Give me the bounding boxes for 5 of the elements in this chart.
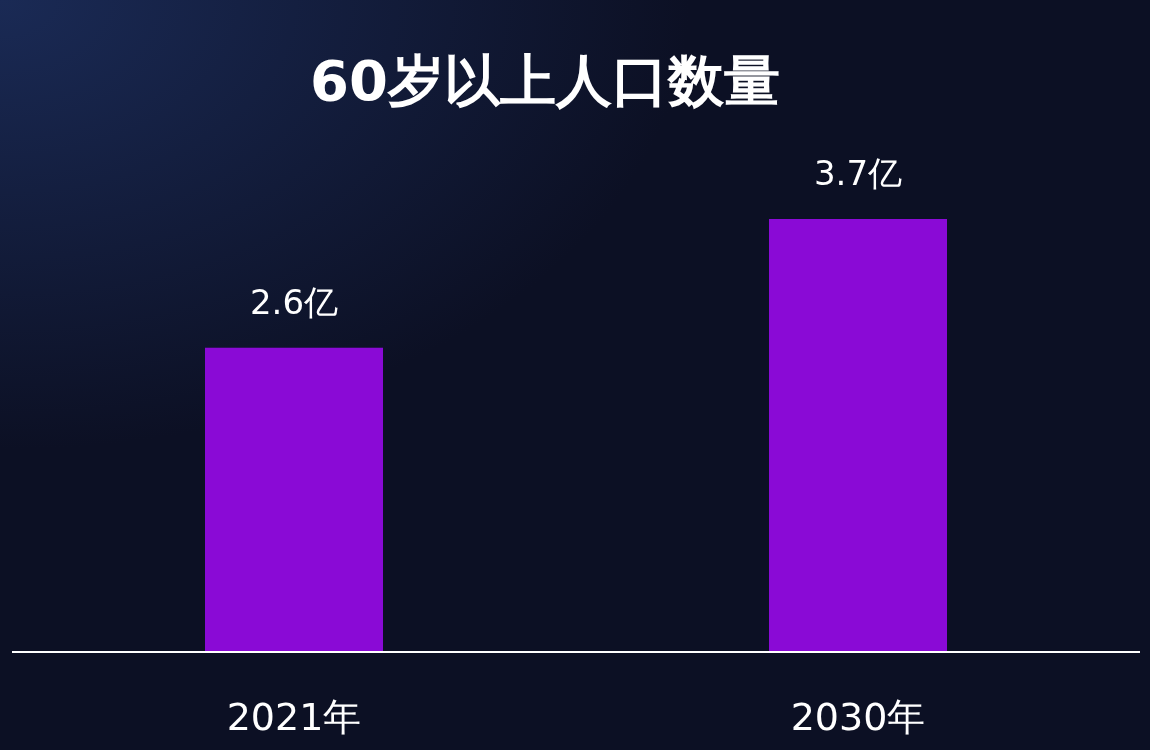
x-tick-label: 2030年 bbox=[790, 695, 926, 739]
data-label: 2.6亿 bbox=[249, 281, 339, 322]
x-tick-label: 2021年 bbox=[226, 695, 362, 739]
data-label: 3.7亿 bbox=[813, 153, 903, 193]
chart-title: 60岁以上人口数量 bbox=[310, 48, 780, 113]
